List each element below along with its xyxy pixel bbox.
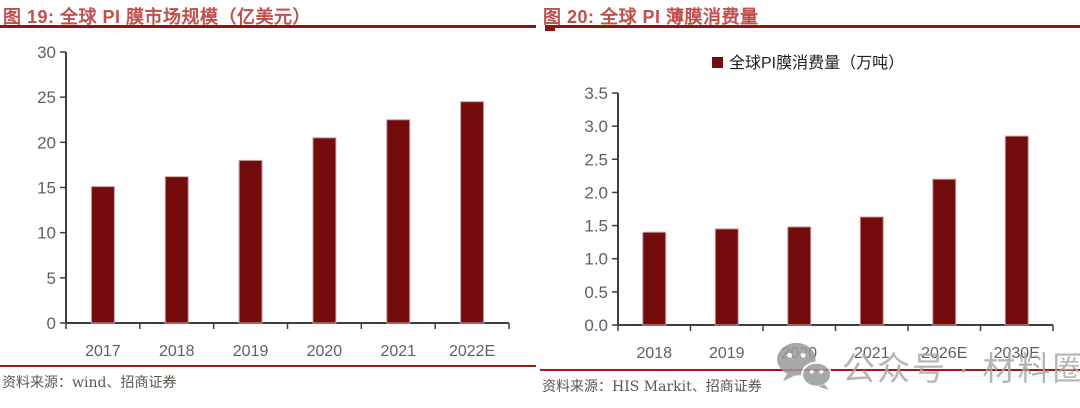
x-category-label: 2022E: [449, 343, 495, 360]
y-tick-label: 10: [37, 224, 56, 243]
legend-label: 全球PI膜消费量（万吨）: [729, 55, 905, 72]
figure20-title: 图 20: 全球 PI 薄膜消费量: [543, 7, 759, 27]
figure19-title: 图 19: 全球 PI 膜市场规模（亿美元）: [3, 7, 312, 27]
x-category-label: 2021: [380, 343, 416, 360]
y-tick-label: 0.5: [584, 283, 608, 302]
figure20-title-rule: [545, 25, 1080, 28]
y-tick-label: 20: [37, 133, 56, 152]
y-tick-label: 5: [47, 269, 56, 288]
y-tick-label: 1.0: [584, 250, 608, 269]
figure20-source-text: 资料来源：HIS Markit、招商证券: [542, 379, 762, 395]
y-tick-label: 0: [47, 314, 56, 333]
x-category-label: 2019: [233, 343, 269, 360]
y-tick-label: 30: [37, 43, 56, 62]
figure19-title-rule: [0, 25, 536, 28]
y-tick-label: 1.5: [584, 217, 608, 236]
x-category-label: 2021: [854, 345, 890, 362]
y-tick-label: 2.0: [584, 183, 608, 202]
bar-2022E: [460, 101, 485, 324]
figure20-title-rule-nub: [545, 25, 555, 31]
bar-2019: [714, 228, 739, 326]
bar-2017: [90, 186, 115, 324]
figure19-source-rule: [0, 365, 536, 367]
bar-2021: [859, 216, 884, 326]
watermark-text: 公众号 · 材料圈: [842, 350, 1080, 387]
bar-2020: [787, 226, 812, 326]
y-tick-label: 15: [37, 179, 56, 198]
bar-2030E: [1004, 135, 1029, 326]
wechat-watermark: 公众号 · 材料圈: [776, 341, 1080, 391]
figure20-bar-chart: 0.00.51.01.52.02.53.03.52018201920202021…: [584, 84, 1054, 362]
bar-2020: [312, 137, 337, 324]
figure19-bar-chart: 0 5 10 15 20 25 30 2017 2018 2019 2020 2021 2022E: [37, 43, 510, 360]
y-tick-label: 2.5: [584, 150, 608, 169]
wechat-icon: [777, 342, 832, 391]
x-category-label: 2026E: [921, 345, 967, 362]
y-tick-label: 3.5: [584, 84, 608, 103]
x-category-label: 2018: [159, 343, 195, 360]
x-category-label: 2030E: [994, 345, 1040, 362]
y-tick-label: 0.0: [584, 316, 608, 335]
x-category-label: 2018: [636, 345, 672, 362]
bar-2018: [642, 231, 667, 326]
bar-2018: [164, 176, 189, 324]
figure20-legend: 全球PI膜消费量（万吨）: [712, 49, 904, 73]
y-tick-label: 25: [37, 88, 56, 107]
x-category-label: 2017: [85, 343, 121, 360]
figure19-source-text: 资料来源：wind、招商证券: [2, 375, 177, 391]
y-tick-label: 3.0: [584, 117, 608, 136]
x-category-label: 2020: [307, 343, 343, 360]
bar-2026E: [932, 178, 957, 326]
legend-swatch-icon: [712, 56, 723, 68]
bar-2019: [238, 159, 263, 324]
x-category-label: 2019: [709, 345, 745, 362]
bar-2021: [386, 119, 411, 324]
